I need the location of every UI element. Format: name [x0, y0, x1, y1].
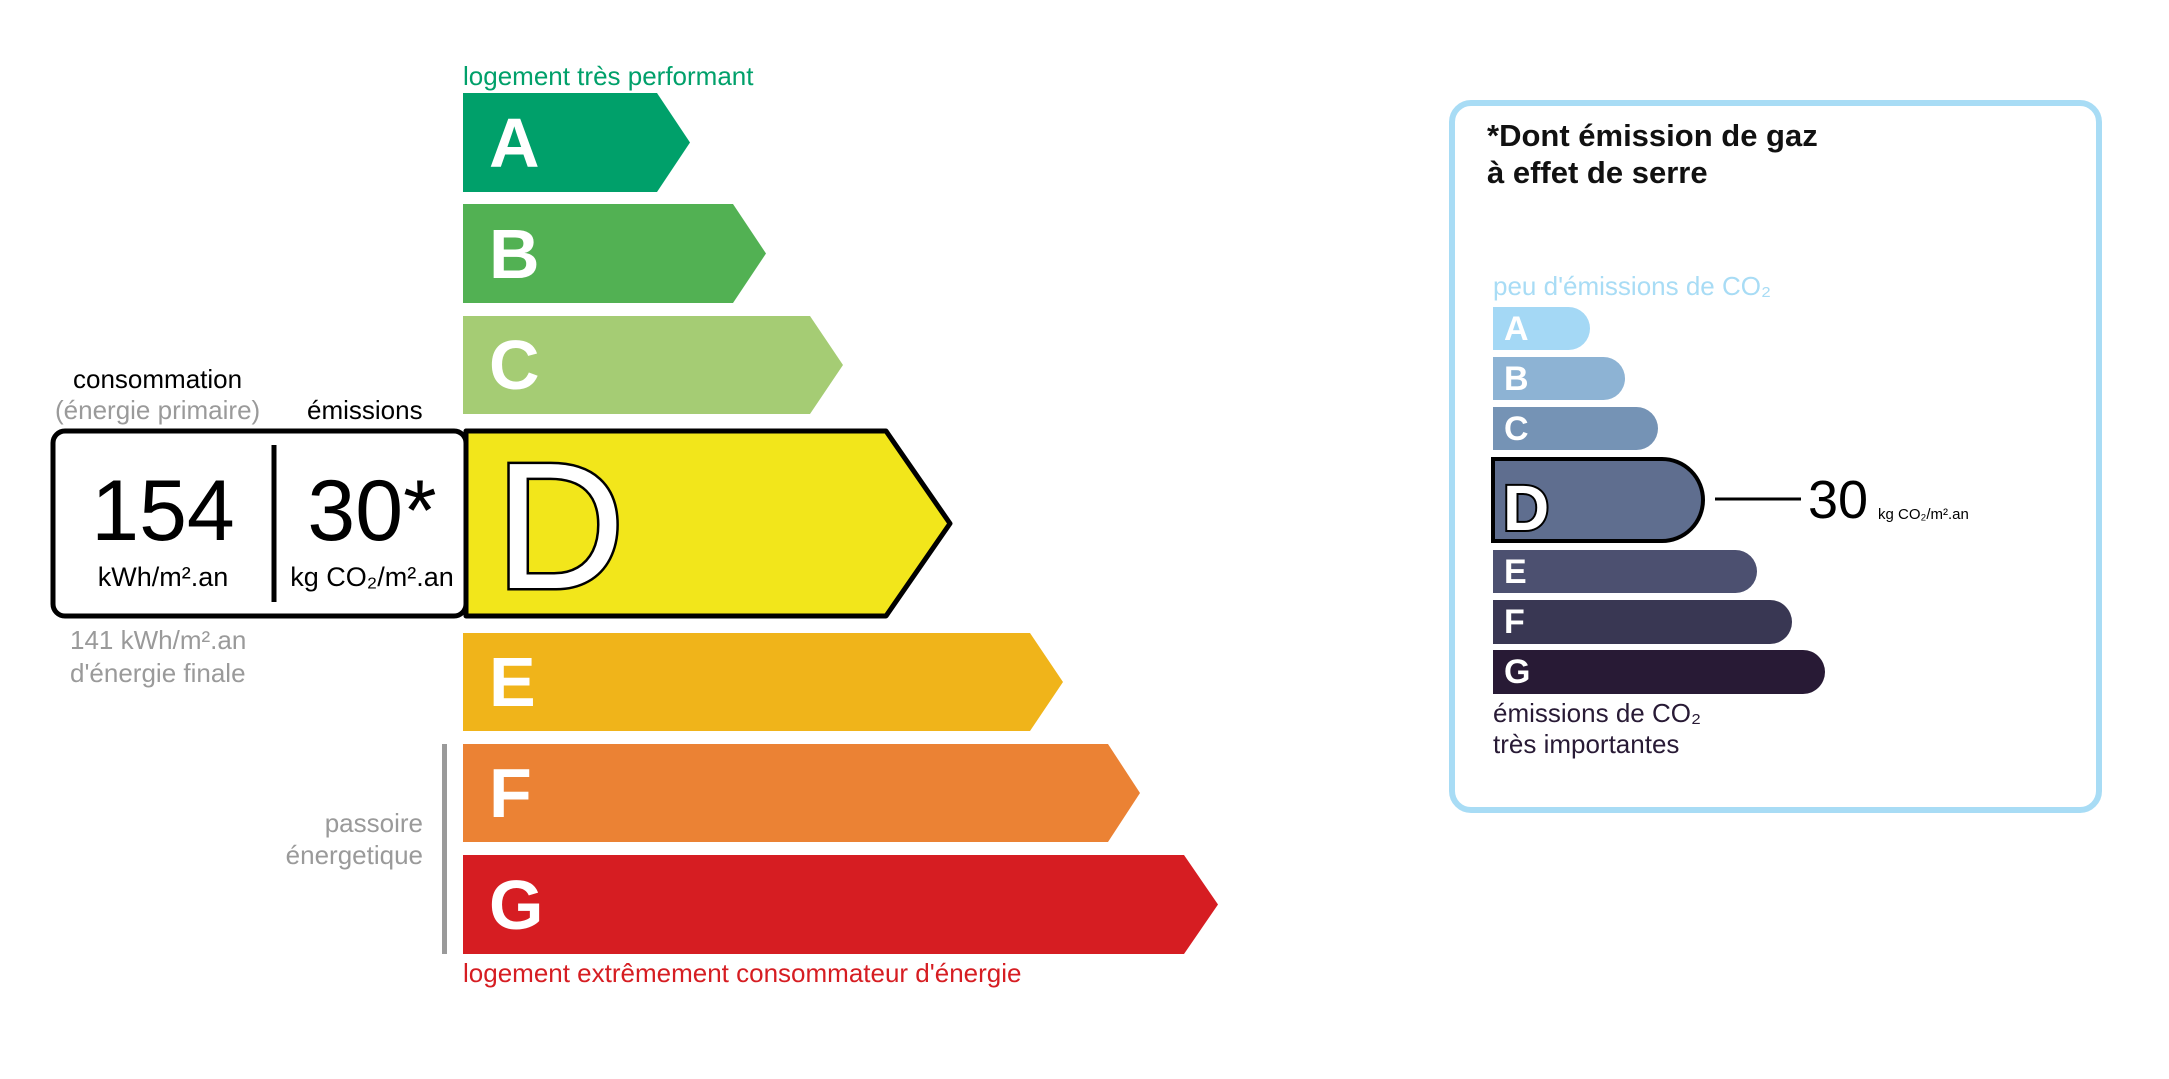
- energy-current-letter: D: [495, 426, 625, 627]
- consumption-value: 154: [91, 463, 235, 559]
- final-energy-label: d'énergie finale: [70, 658, 246, 688]
- ges-bar-g: [1493, 650, 1825, 694]
- energy-letter-f: F: [489, 754, 532, 832]
- final-energy-value: 141 kWh/m².an: [70, 625, 247, 655]
- ges-bar-b: [1493, 357, 1625, 400]
- energy-bar-b: [463, 204, 766, 303]
- energy-letter-e: E: [489, 643, 536, 721]
- energy-bar-a: [463, 93, 690, 192]
- passoire-label-1: passoire: [324, 808, 423, 838]
- ges-bar-e: [1493, 550, 1757, 593]
- energy-letter-g: G: [489, 865, 544, 944]
- ges-bottom-label-1: émissions de CO₂: [1493, 698, 1702, 728]
- ges-letter-g: G: [1504, 653, 1531, 691]
- values-box: [50, 428, 469, 619]
- ges-bar-c: [1493, 407, 1658, 450]
- passoire-label-2: énergetique: [285, 840, 423, 870]
- energy-bar-e: [463, 633, 1063, 731]
- ges-bar-f: [1493, 600, 1792, 644]
- ges-unit: kg CO₂/m².an: [1878, 506, 1969, 523]
- consumption-sublabel: (énergie primaire): [55, 395, 261, 425]
- ges-top-label: peu d'émissions de CO₂: [1493, 271, 1772, 301]
- ges-bar-d: [1491, 457, 1705, 543]
- ges-panel: [1449, 100, 2102, 813]
- energy-top-label: logement très performant: [463, 61, 754, 91]
- ges-title-line2: à effet de serre: [1487, 155, 1708, 190]
- energy-bar-c: [463, 316, 843, 414]
- ges-bottom-label-2: très importantes: [1493, 729, 1680, 759]
- ges-letter-e: E: [1504, 552, 1527, 591]
- energy-letter-c: C: [489, 326, 540, 404]
- energy-letter-b: B: [489, 214, 540, 293]
- consumption-label: consommation: [73, 364, 243, 394]
- passoire-bracket: [442, 744, 447, 954]
- ges-letter-c: C: [1504, 409, 1529, 448]
- consumption-unit: kWh/m².an: [97, 562, 229, 592]
- ges-value: 30: [1808, 470, 1869, 530]
- ges-bar-a: [1493, 307, 1590, 350]
- ges-title-line1: *Dont émission de gaz: [1487, 118, 1818, 153]
- energy-bottom-label: logement extrêmement consommateur d'éner…: [463, 958, 1022, 988]
- ges-current-letter: D: [1503, 472, 1549, 544]
- energy-letter-a: A: [489, 103, 540, 182]
- energy-bar-f: [463, 744, 1140, 842]
- ges-letter-f: F: [1504, 603, 1525, 641]
- energy-bar-g: [463, 855, 1218, 954]
- emissions-label: émissions: [307, 395, 423, 425]
- emissions-value: 30*: [307, 463, 437, 559]
- ges-letter-b: B: [1504, 359, 1529, 398]
- emissions-unit: kg CO₂/m².an: [290, 562, 454, 592]
- ges-letter-a: A: [1504, 309, 1529, 348]
